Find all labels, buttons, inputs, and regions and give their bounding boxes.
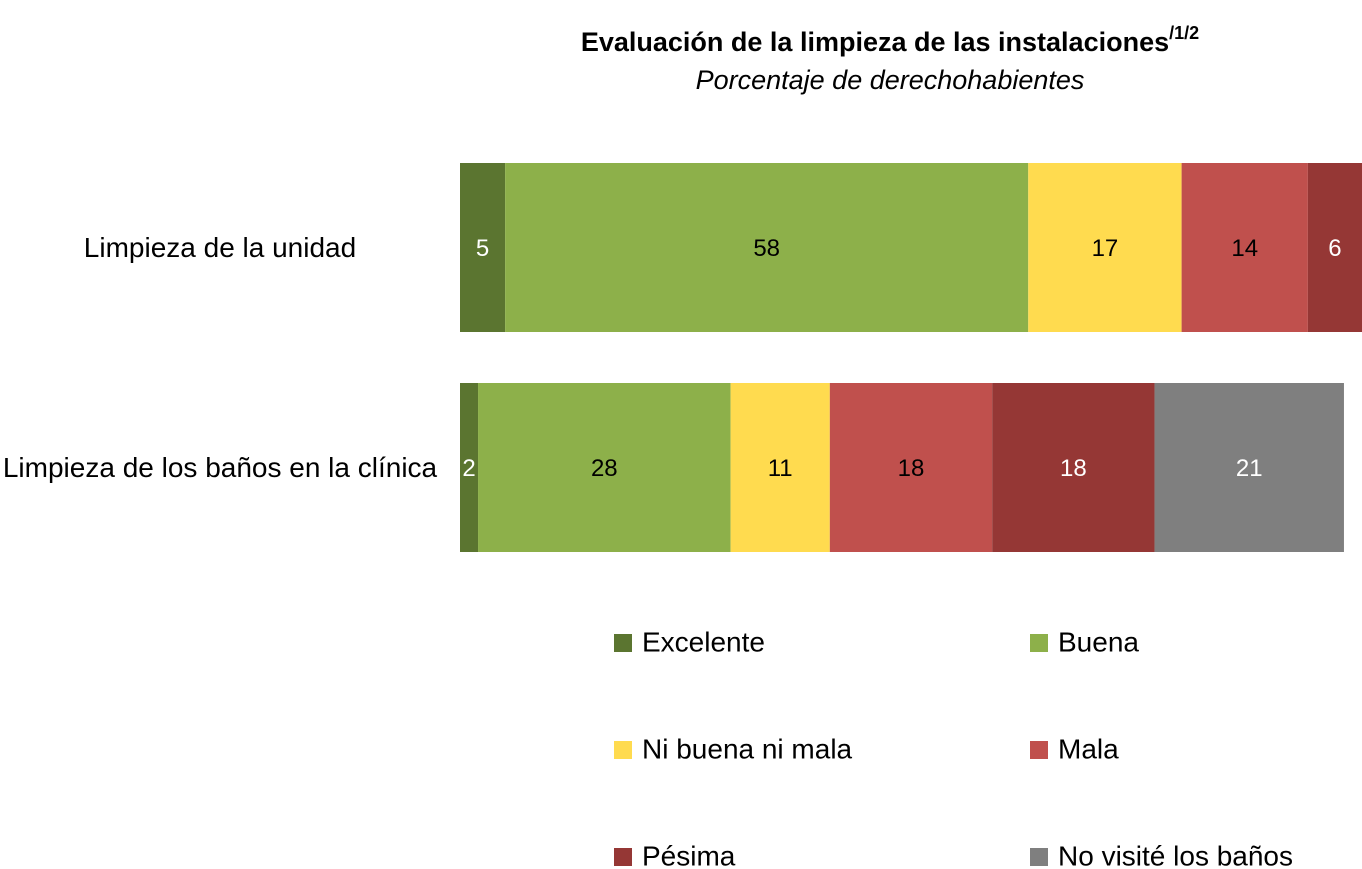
legend-label: Buena [1058,626,1139,657]
bar-segment [730,383,830,552]
bar-segment [1154,383,1344,552]
legend-label: Ni buena ni mala [642,733,853,764]
legend-swatch [1030,848,1048,866]
chart-subtitle: Porcentaje de derechohabientes [696,65,1085,95]
value-label: 11 [768,455,793,482]
value-label: 17 [1092,235,1119,262]
bar-segment [992,383,1155,552]
legend-swatch [614,634,632,652]
bar-segment [1181,163,1308,332]
chart-title: Evaluación de la limpieza de las instala… [581,23,1199,57]
legend-swatch [614,848,632,866]
value-label: 18 [898,455,925,482]
bar-segment [460,163,506,332]
bar-segment [505,163,1029,332]
legend-swatch [614,741,632,759]
category-label: Limpieza de los baños en la clínica [2,451,438,483]
legend-label: Mala [1058,733,1119,764]
value-label: 5 [476,235,489,262]
value-label: 18 [1060,455,1087,482]
title-superscript: /1/2 [1169,23,1199,43]
bar-segment [478,383,731,552]
title-text: Evaluación de la limpieza de las instala… [581,27,1169,57]
value-label: 28 [591,455,618,482]
value-label: 21 [1236,455,1263,482]
bar-segment [829,383,993,552]
value-label: 58 [753,235,780,262]
value-label: 2 [462,455,475,482]
value-label: 6 [1328,235,1341,262]
legend-label: Pésima [642,840,736,869]
legend-swatch [1030,634,1048,652]
legend-swatch [1030,741,1048,759]
legend-label: Excelente [642,626,765,657]
category-label: Limpieza de la unidad [83,231,357,263]
bar-segment [1307,163,1362,332]
bar-segment [460,383,479,552]
bar-segment [1028,163,1182,332]
value-label: 14 [1231,235,1258,262]
legend-label: No visité los baños [1058,840,1293,869]
